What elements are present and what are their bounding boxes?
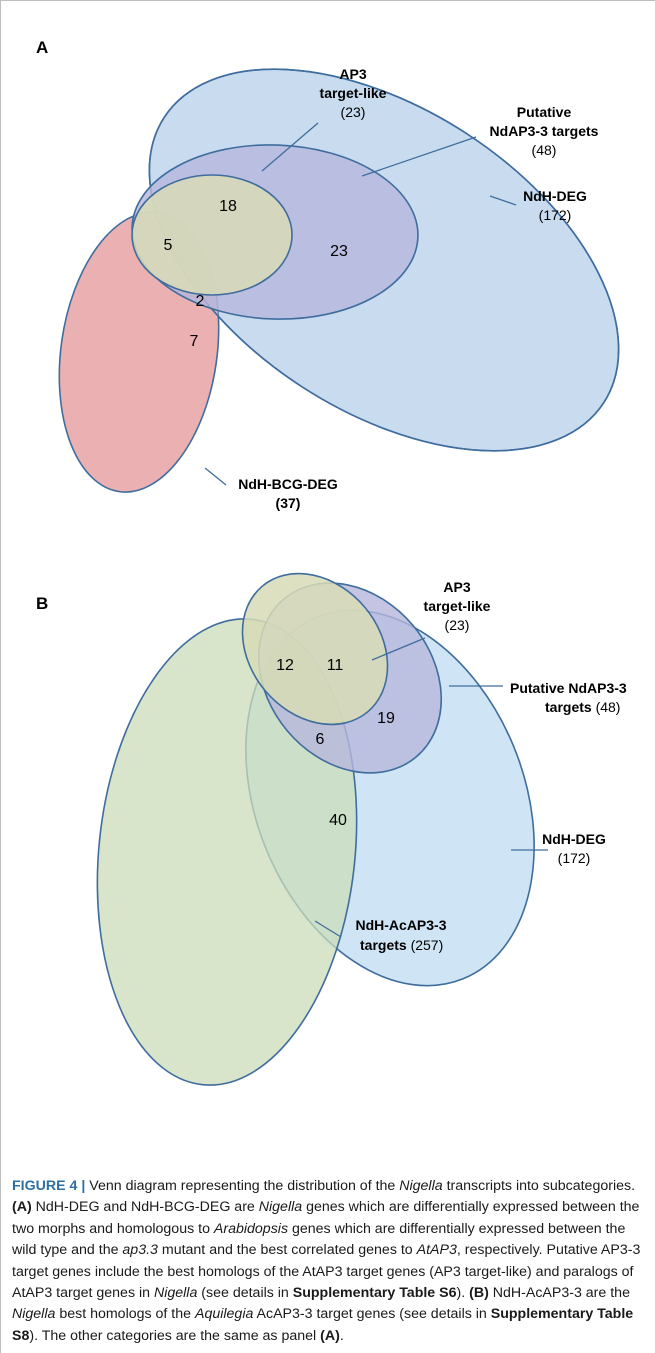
leader-line-ap3: [261, 122, 319, 172]
ap3-target-like-ellipse-b: [241, 572, 389, 726]
region-count-23: 23: [330, 243, 348, 260]
caption-table-ref: Supplementary Table S8: [12, 1306, 634, 1344]
label-ap3-line2: target-like: [320, 85, 387, 101]
label-ap3-line1-b: AP3: [443, 579, 470, 595]
figure-caption: FIGURE 4 | Venn diagram representing the…: [12, 1176, 644, 1347]
caption-text: NdH-DEG and NdH-BCG-DEG are: [31, 1199, 259, 1216]
caption-table-ref: Supplementary Table S6: [292, 1285, 457, 1302]
panel-a-letter: A: [36, 38, 48, 57]
leader-line-ap3-b: [371, 637, 426, 661]
region-count-5: 5: [164, 237, 173, 254]
caption-italic: Nigella: [399, 1178, 443, 1194]
caption-figure-label: FIGURE 4 |: [12, 1178, 86, 1194]
caption-text: ). The other categories are the same as …: [29, 1327, 321, 1344]
caption-panel-ref: (A): [320, 1327, 340, 1344]
caption-text: (see details in: [197, 1285, 293, 1302]
label-ap3-count: (23): [341, 104, 366, 120]
caption-italic: Nigella: [258, 1199, 303, 1216]
caption-italic: AtAP3: [416, 1242, 457, 1259]
label-bcg: NdH-BCG-DEG: [238, 476, 338, 492]
label-deg-count-b: (172): [558, 850, 591, 866]
caption-panel-ref: (A): [12, 1199, 32, 1216]
label-acap-targets: targets: [360, 937, 407, 953]
region-count-11: 11: [327, 657, 344, 674]
label-deg-b: NdH-DEG: [542, 831, 606, 847]
label-putative-line1: Putative: [517, 104, 572, 120]
caption-text: genes which are differentially expressed…: [12, 1199, 640, 1237]
leader-line-putative: [361, 136, 477, 177]
label-putative-count-b: (48): [592, 699, 621, 715]
label-ap3-count-b: (23): [445, 617, 470, 633]
caption-italic: Arabidopsis: [213, 1220, 289, 1237]
label-putative-line1-b: Putative NdAP3-3: [510, 680, 627, 696]
region-count-6: 6: [316, 731, 325, 748]
leader-line-acap-b: [314, 920, 342, 938]
region-count-7: 7: [190, 333, 199, 350]
caption-italic: ap3.3: [122, 1242, 158, 1259]
region-count-2: 2: [196, 293, 205, 310]
caption-text: .: [339, 1327, 344, 1344]
caption-text: transcripts into subcategories.: [442, 1178, 636, 1194]
caption-text: Venn diagram representing the distributi…: [85, 1178, 400, 1194]
label-putative-line2-b: targets (48): [545, 699, 620, 715]
label-putative-targets-b: targets: [545, 699, 592, 715]
caption-italic: Nigella: [12, 1306, 56, 1323]
ap3-target-like-ellipse: [131, 174, 293, 296]
label-ap3-line1: AP3: [339, 66, 366, 82]
label-bcg-count: (37): [276, 495, 301, 511]
leader-line-bcg: [204, 467, 227, 486]
figure-border-top: [0, 0, 655, 1]
label-acap-line2: targets (257): [360, 937, 443, 953]
figure-border-left: [0, 0, 1, 1353]
label-putative-count: (48): [532, 142, 557, 158]
label-deg: NdH-DEG: [523, 188, 587, 204]
caption-text: ).: [456, 1285, 470, 1302]
caption-text: best homologs of the: [55, 1306, 195, 1323]
region-count-19: 19: [377, 710, 395, 727]
region-count-40: 40: [329, 812, 347, 829]
caption-panel-ref: (B): [469, 1285, 489, 1302]
region-count-12: 12: [276, 657, 294, 674]
label-deg-count: (172): [539, 207, 572, 223]
venn-panel-b: B 12 11 19 6 40 AP3 target-like (23) Put…: [36, 572, 627, 1086]
caption-italic: Nigella: [153, 1285, 198, 1302]
region-count-18: 18: [219, 198, 237, 215]
caption-text: NdH-AcAP3-3 are the: [488, 1285, 630, 1302]
leader-line-deg: [489, 195, 517, 206]
panel-b-letter: B: [36, 594, 48, 613]
caption-text: mutant and the best correlated genes to: [157, 1242, 417, 1259]
label-acap-count: (257): [407, 937, 444, 953]
label-putative-line2: NdAP3-3 targets: [490, 123, 599, 139]
caption-text: , respectively. Putative AP3-3 target ge…: [12, 1242, 641, 1302]
caption-text: genes which are differentially expressed…: [12, 1220, 626, 1259]
label-acap-line1: NdH-AcAP3-3: [355, 917, 446, 933]
caption-text: AcAP3-3 target genes (see details in: [253, 1306, 491, 1323]
venn-panel-a: A 18 5 23 2 7 AP3 target-like (23) Putat…: [36, 38, 620, 511]
label-ap3-line2-b: target-like: [424, 598, 491, 614]
caption-italic: Aquilegia: [194, 1306, 254, 1323]
